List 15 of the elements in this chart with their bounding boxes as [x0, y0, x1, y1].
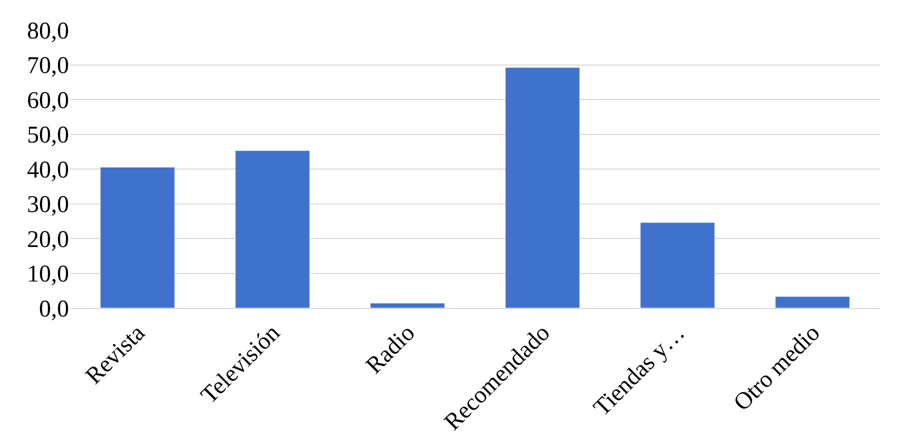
bar [235, 150, 310, 308]
bar [100, 167, 175, 308]
y-tick-label: 80,0 [27, 18, 69, 44]
bar [505, 67, 580, 308]
y-tick-label: 50,0 [27, 122, 69, 149]
y-tick-label: 40,0 [27, 157, 69, 184]
y-tick-label: 20,0 [27, 226, 69, 253]
bar [640, 222, 715, 308]
bar [370, 302, 445, 308]
y-tick-label: 10,0 [27, 262, 69, 288]
bar [775, 296, 850, 308]
y-tick-label: 0,0 [39, 296, 69, 322]
y-tick-label: 60,0 [27, 88, 69, 114]
y-tick-label: 70,0 [27, 53, 69, 80]
y-tick-label: 30,0 [27, 192, 69, 218]
